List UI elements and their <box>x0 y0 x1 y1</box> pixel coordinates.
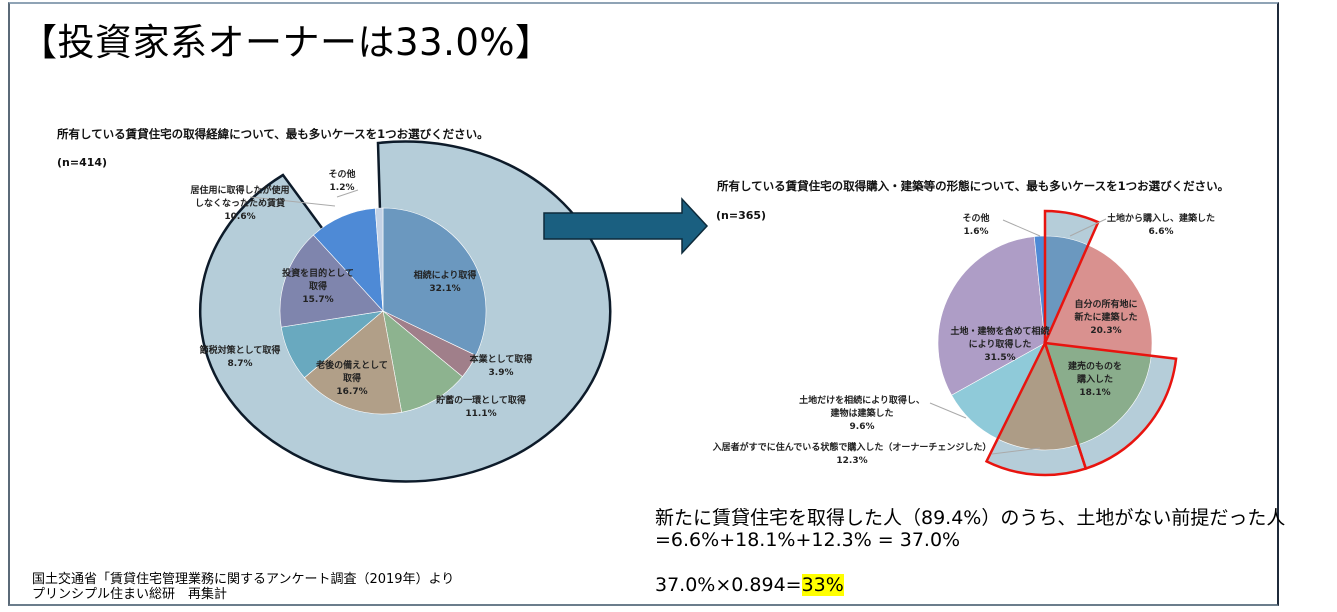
right-label-ready-built: 建売のものを 購入した 18.1% <box>1067 362 1123 398</box>
leader-line <box>1069 218 1107 237</box>
highlight-outline <box>984 339 1088 477</box>
pie-slice <box>382 310 463 413</box>
right-chart-n: (n=365) <box>716 209 767 222</box>
calculation-result-line: 37.0%×0.894=33% <box>655 574 844 596</box>
right-label-other: その他 1.6% <box>962 214 990 237</box>
left-label-other: その他 1.2% <box>328 170 356 193</box>
pie-slice <box>313 207 384 312</box>
result-highlight: 33% <box>801 574 844 596</box>
pie-slice <box>279 234 384 328</box>
right-label-land-inherited: 土地だけを相続により取得し、 建物は建築した 9.6% <box>799 396 925 432</box>
pie-slice <box>1044 342 1152 446</box>
slide-title: 【投資家系オーナーは33.0%】 <box>20 21 553 64</box>
right-pie <box>937 235 1153 451</box>
arrow-icon <box>543 197 709 255</box>
pie-slice <box>1044 244 1153 357</box>
right-label-owner-change: 入居者がすでに住んでいる状態で購入した（オーナーチェンジした） 12.3% <box>712 443 992 466</box>
left-label-savings: 貯蓄の一環として取得 11.1% <box>436 396 526 419</box>
left-label-tax-saving: 節税対策として取得 8.7% <box>199 346 281 369</box>
highlight-outline <box>1043 341 1178 471</box>
calculation-line2: =6.6%+18.1%+12.3% = 37.0% <box>655 529 961 551</box>
leader-line <box>249 196 336 207</box>
pie-slice <box>937 236 1046 396</box>
leader-line <box>929 402 967 419</box>
right-label-all-inherited: 土地・建物を含めて相続 により取得した 31.5% <box>950 327 1050 363</box>
pie-slice <box>382 207 487 356</box>
right-label-land-purchase-build: 土地から購入し、建築した 6.6% <box>1106 214 1216 237</box>
calculation-formula: 37.0%×0.894= <box>655 574 802 596</box>
left-label-retirement: 老後の備えとして 取得 16.7% <box>316 361 388 397</box>
left-chart-question: 所有している賃貸住宅の取得経緯について、最も多いケースを1つお選びください。 <box>57 127 489 141</box>
left-label-main-business: 本業として取得 3.9% <box>469 355 533 378</box>
source-note: 国土交通省「賃貸住宅管理業務に関するアンケート調査（2019年）より プリンシプ… <box>32 572 455 602</box>
left-pie <box>279 207 487 415</box>
left-label-investment: 投資を目的として 取得 15.7% <box>282 269 354 305</box>
pie-slice <box>374 207 384 312</box>
left-label-residential: 居住用に取得したが使用 しなくなったため賃貸 10.6% <box>190 186 290 222</box>
left-chart-n: (n=414) <box>57 156 108 169</box>
leader-line <box>991 447 1041 455</box>
calculation-text: 新たに賃貸住宅を取得した人（89.4%）のうち、土地がない前提だった人 =6.6… <box>655 507 1285 551</box>
right-label-own-land-build: 自分の所有地に 新たに建築した 20.3% <box>1074 300 1138 336</box>
right-chart-question: 所有している賃貸住宅の取得購入・建築等の形態について、最も多いケースを1つお選び… <box>717 179 1230 193</box>
leader-line <box>1002 219 1041 237</box>
pie-slice <box>304 310 403 415</box>
left-label-inheritance: 相続により取得 32.1% <box>413 271 477 294</box>
calculation-line1: 新たに賃貸住宅を取得した人（89.4%）のうち、土地がない前提だった人 <box>655 507 1286 529</box>
pie-slice <box>997 342 1079 451</box>
leader-line <box>336 189 359 198</box>
